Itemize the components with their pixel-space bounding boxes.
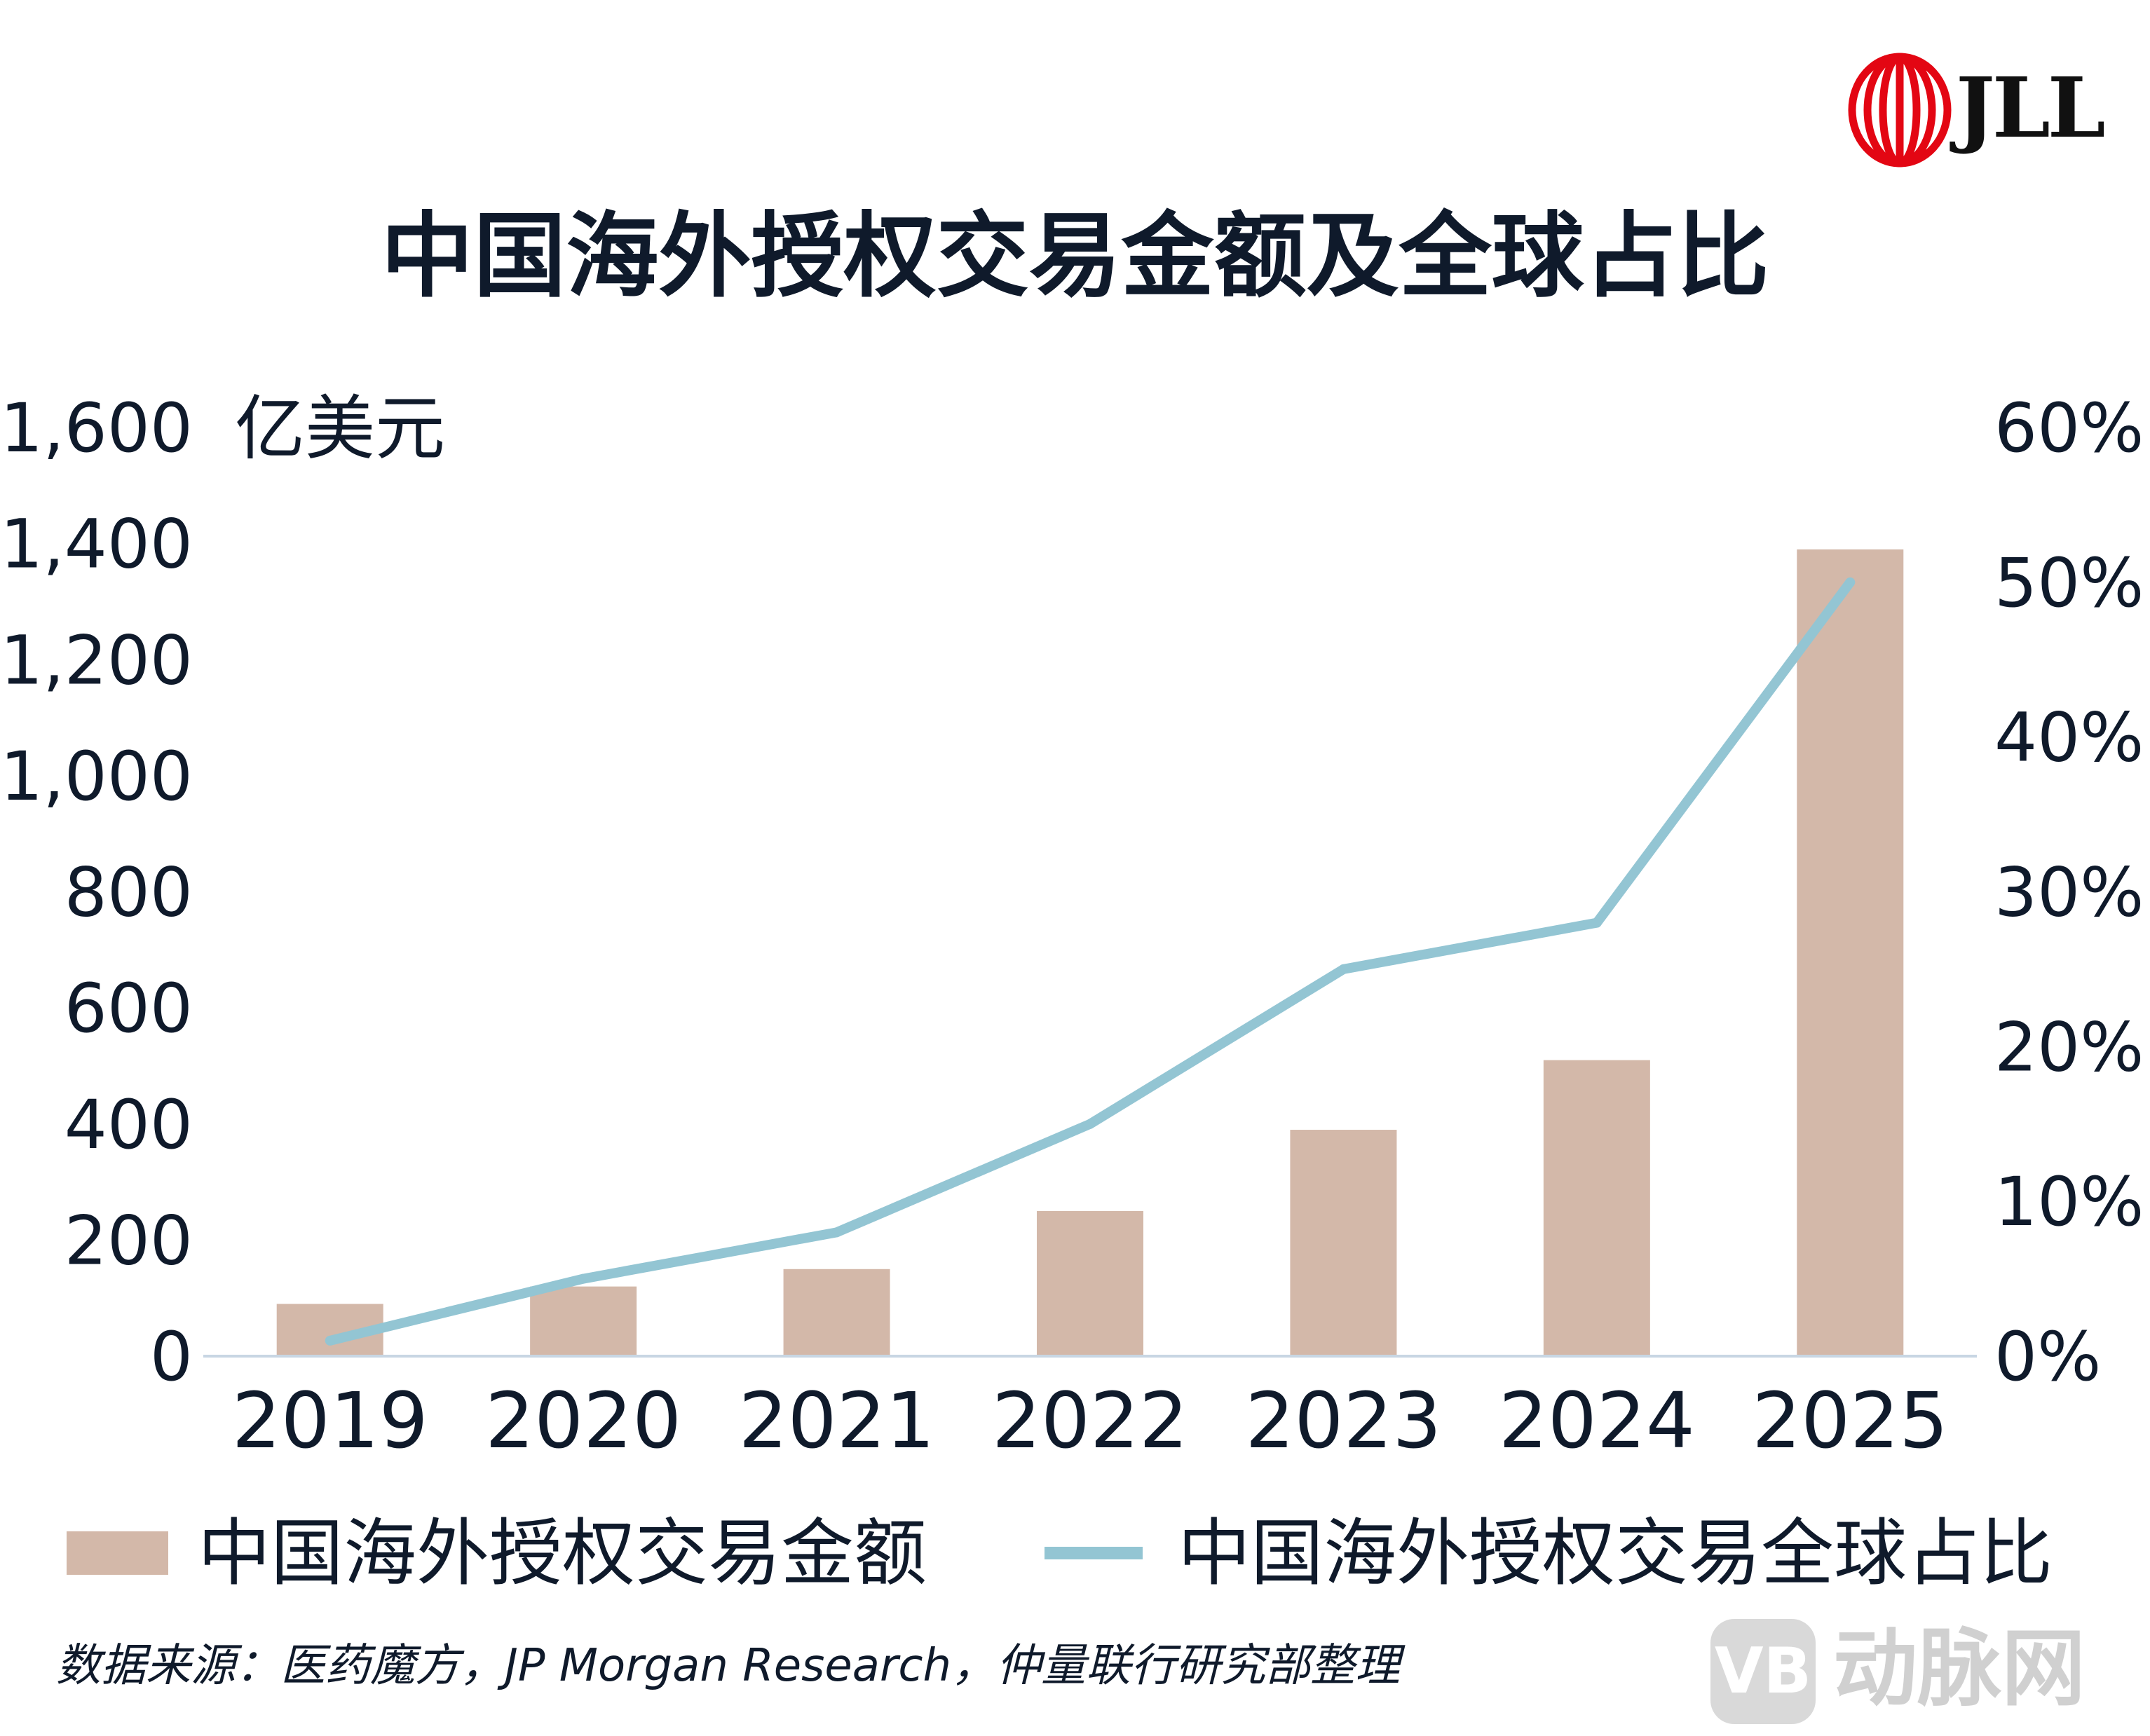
watermark: VB 动脉网 <box>1710 1612 2145 1724</box>
right-tick-label: 30% <box>1994 854 2144 932</box>
right-tick-label: 60% <box>1994 389 2144 467</box>
right-tick-label: 0% <box>1994 1318 2101 1396</box>
share-point-2020 <box>578 1273 589 1284</box>
x-axis-ticks: 2019 2020 2021 2022 2023 2024 2025 <box>232 1376 1949 1465</box>
right-tick-label: 40% <box>1994 699 2144 777</box>
left-tick-label: 800 <box>64 854 193 932</box>
share-point-2023 <box>1338 964 1349 974</box>
share-point-2025 <box>1845 577 1856 587</box>
watermark-text: 动脉网 <box>1833 1620 2086 1718</box>
right-tick-label: 10% <box>1994 1163 2144 1241</box>
x-tick-label: 2025 <box>1752 1376 1948 1465</box>
left-tick-label: 200 <box>64 1201 193 1280</box>
right-axis-ticks: 0% 10% 20% 30% 40% 50% 60% <box>1994 389 2144 1396</box>
left-tick-label: 400 <box>64 1086 193 1164</box>
watermark-badge-icon: VB <box>1710 1619 1816 1724</box>
legend-line-label: 中国海外授权交易全球占比 <box>1178 1510 2053 1596</box>
share-point-2022 <box>1085 1119 1095 1129</box>
left-tick-label: 1,000 <box>0 737 193 816</box>
x-tick-label: 2019 <box>232 1376 428 1465</box>
bar-series <box>276 549 1904 1356</box>
bar-2022 <box>1037 1210 1143 1356</box>
bar-2023 <box>1290 1130 1397 1356</box>
jll-logo-text: JLL <box>1956 59 2106 156</box>
chart-title: 中国海外授权交易金额及全球占比 <box>381 203 1769 310</box>
right-tick-label: 20% <box>1994 1008 2144 1086</box>
right-tick-label: 50% <box>1994 544 2144 622</box>
bar-2025 <box>1797 549 1904 1356</box>
bar-2020 <box>530 1286 637 1356</box>
left-axis-unit-label: 亿美元 <box>235 388 445 470</box>
source-note: 数据来源：医药魔方，JP Morgan Research，仲量联行研究部整理 <box>56 1640 1401 1692</box>
legend-bar-swatch <box>67 1531 168 1575</box>
left-tick-label: 600 <box>64 969 193 1048</box>
bar-2021 <box>783 1269 890 1356</box>
left-tick-label: 1,200 <box>0 621 193 699</box>
share-point-2019 <box>325 1335 335 1346</box>
x-tick-label: 2024 <box>1499 1376 1695 1465</box>
x-tick-label: 2020 <box>485 1376 681 1465</box>
legend: 中国海外授权交易金额 中国海外授权交易全球占比 <box>67 1510 2053 1596</box>
left-tick-label: 1,600 <box>0 389 193 467</box>
bar-2024 <box>1543 1060 1650 1356</box>
left-tick-label: 0 <box>150 1318 193 1396</box>
left-axis-ticks: 0 200 400 600 800 1,000 1,200 1,400 1,600 <box>0 389 193 1396</box>
legend-bar-label: 中国海外授权交易金额 <box>198 1510 927 1596</box>
left-tick-label: 1,400 <box>0 505 193 584</box>
share-point-2021 <box>831 1227 842 1238</box>
share-point-2024 <box>1591 917 1602 928</box>
x-tick-label: 2023 <box>1245 1376 1441 1465</box>
x-tick-label: 2022 <box>992 1376 1188 1465</box>
jll-logo-icon <box>1848 53 1952 168</box>
x-tick-label: 2021 <box>739 1376 935 1465</box>
